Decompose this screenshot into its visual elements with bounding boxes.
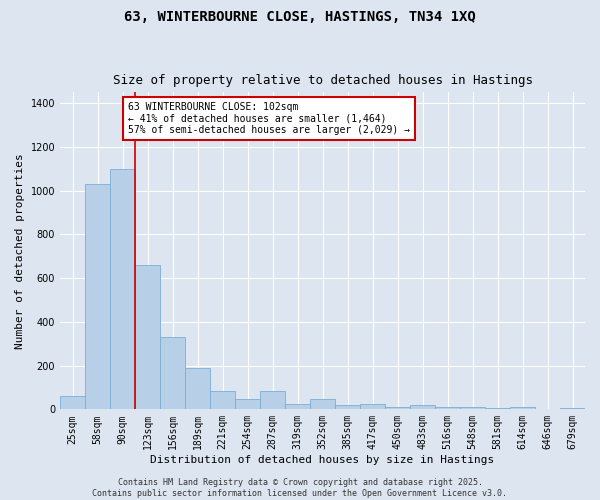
Bar [285,404,310,409]
Bar [160,337,185,409]
Bar [560,408,585,410]
Y-axis label: Number of detached properties: Number of detached properties [15,153,25,348]
Bar [85,184,110,410]
Bar [460,406,485,410]
Bar [485,408,510,410]
Bar [60,396,85,409]
Text: 63 WINTERBOURNE CLOSE: 102sqm
← 41% of detached houses are smaller (1,464)
57% o: 63 WINTERBOURNE CLOSE: 102sqm ← 41% of d… [128,102,410,135]
Bar [135,265,160,410]
Bar [360,404,385,409]
Bar [210,391,235,409]
Text: Contains HM Land Registry data © Crown copyright and database right 2025.
Contai: Contains HM Land Registry data © Crown c… [92,478,508,498]
Bar [410,405,435,409]
Bar [110,169,135,410]
Title: Size of property relative to detached houses in Hastings: Size of property relative to detached ho… [113,74,533,87]
Bar [235,400,260,409]
Text: 63, WINTERBOURNE CLOSE, HASTINGS, TN34 1XQ: 63, WINTERBOURNE CLOSE, HASTINGS, TN34 1… [124,10,476,24]
Bar [310,400,335,409]
Bar [335,405,360,409]
Bar [185,368,210,410]
Bar [385,406,410,410]
Bar [535,408,560,410]
X-axis label: Distribution of detached houses by size in Hastings: Distribution of detached houses by size … [151,455,494,465]
Bar [260,391,285,409]
Bar [435,407,460,410]
Bar [510,407,535,410]
